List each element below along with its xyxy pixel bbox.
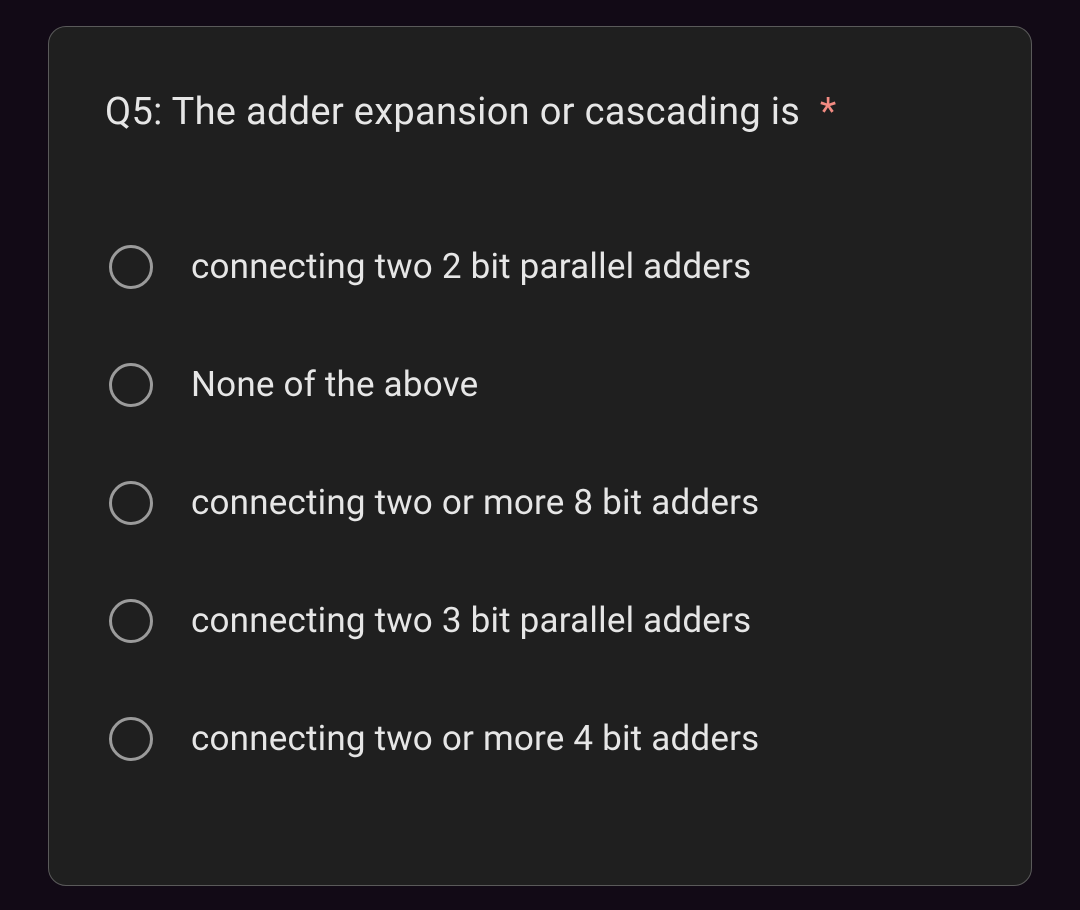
option-label: connecting two 2 bit parallel adders (191, 244, 751, 290)
radio-icon[interactable] (109, 717, 153, 761)
radio-icon[interactable] (109, 481, 153, 525)
question-text: Q5: The adder expansion or cascading is … (105, 85, 975, 140)
option-opt-2bit[interactable]: connecting two 2 bit parallel adders (105, 208, 975, 326)
option-opt-8bit[interactable]: connecting two or more 8 bit adders (105, 444, 975, 562)
option-label: connecting two 3 bit parallel adders (191, 598, 751, 644)
option-label: connecting two or more 4 bit adders (191, 716, 759, 762)
radio-icon[interactable] (109, 245, 153, 289)
options-list: connecting two 2 bit parallel adders None… (105, 208, 975, 798)
required-asterisk: * (820, 90, 837, 134)
question-card: Q5: The adder expansion or cascading is … (48, 26, 1032, 886)
radio-icon[interactable] (109, 599, 153, 643)
radio-icon[interactable] (109, 363, 153, 407)
option-label: connecting two or more 8 bit adders (191, 480, 759, 526)
option-opt-none[interactable]: None of the above (105, 326, 975, 444)
question-body: The adder expansion or cascading is (172, 90, 801, 134)
question-prefix: Q5: (105, 90, 163, 134)
option-opt-4bit[interactable]: connecting two or more 4 bit adders (105, 680, 975, 798)
option-opt-3bit[interactable]: connecting two 3 bit parallel adders (105, 562, 975, 680)
option-label: None of the above (191, 362, 478, 408)
